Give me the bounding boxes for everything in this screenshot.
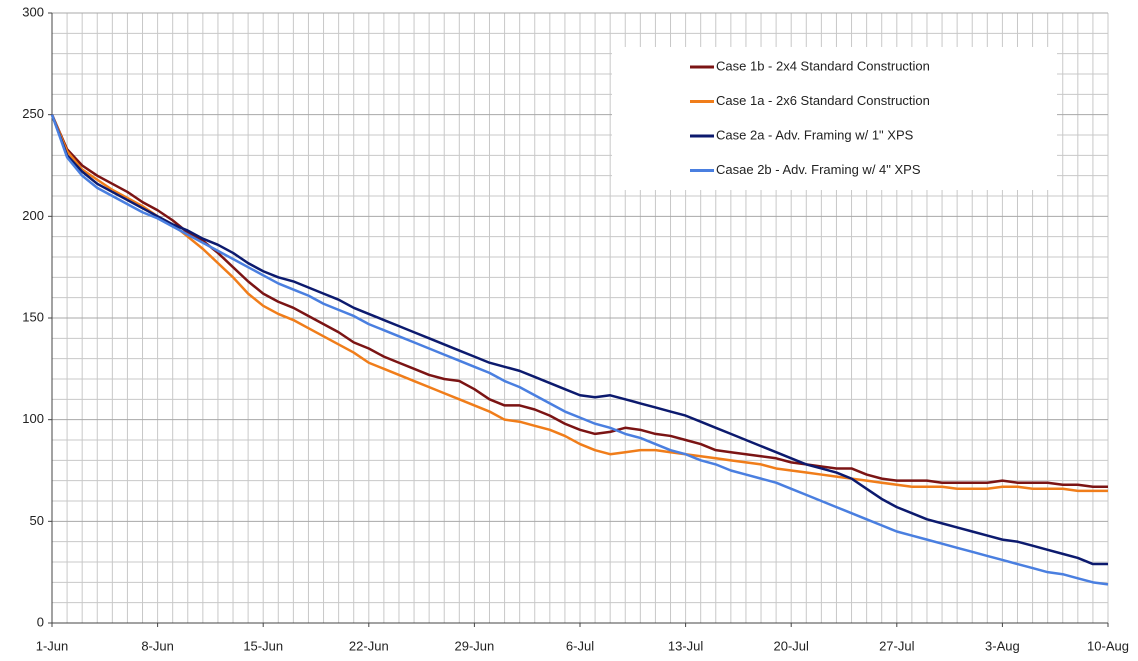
x-tick-label: 10-Aug <box>1087 638 1129 653</box>
x-tick-label: 6-Jul <box>566 638 594 653</box>
legend-label: Case 2a - Adv. Framing w/ 1" XPS <box>716 127 914 142</box>
y-tick-label: 50 <box>30 513 44 528</box>
x-tick-label: 3-Aug <box>985 638 1020 653</box>
x-tick-label: 20-Jul <box>773 638 809 653</box>
y-tick-label: 200 <box>22 208 44 223</box>
x-tick-label: 29-Jun <box>455 638 495 653</box>
legend-label: Casae 2b - Adv. Framing w/ 4" XPS <box>716 162 921 177</box>
x-tick-label: 1-Jun <box>36 638 69 653</box>
y-tick-label: 250 <box>22 106 44 121</box>
series-line <box>50 114 1108 493</box>
x-tick-label: 27-Jul <box>879 638 915 653</box>
legend-label: Case 1a - 2x6 Standard Construction <box>716 93 930 108</box>
y-tick-label: 0 <box>37 614 44 629</box>
legend-box <box>612 47 1057 190</box>
series-line <box>50 114 1108 489</box>
x-tick-label: 22-Jun <box>349 638 389 653</box>
series-line <box>50 114 1109 586</box>
y-tick-label: 100 <box>22 411 44 426</box>
x-tick-label: 15-Jun <box>243 638 283 653</box>
x-tick-label: 8-Jun <box>141 638 174 653</box>
y-tick-label: 300 <box>22 4 44 19</box>
x-tick-label: 13-Jul <box>668 638 704 653</box>
series-line <box>50 114 1108 566</box>
y-tick-label: 150 <box>22 309 44 324</box>
legend-label: Case 1b - 2x4 Standard Construction <box>716 58 930 73</box>
